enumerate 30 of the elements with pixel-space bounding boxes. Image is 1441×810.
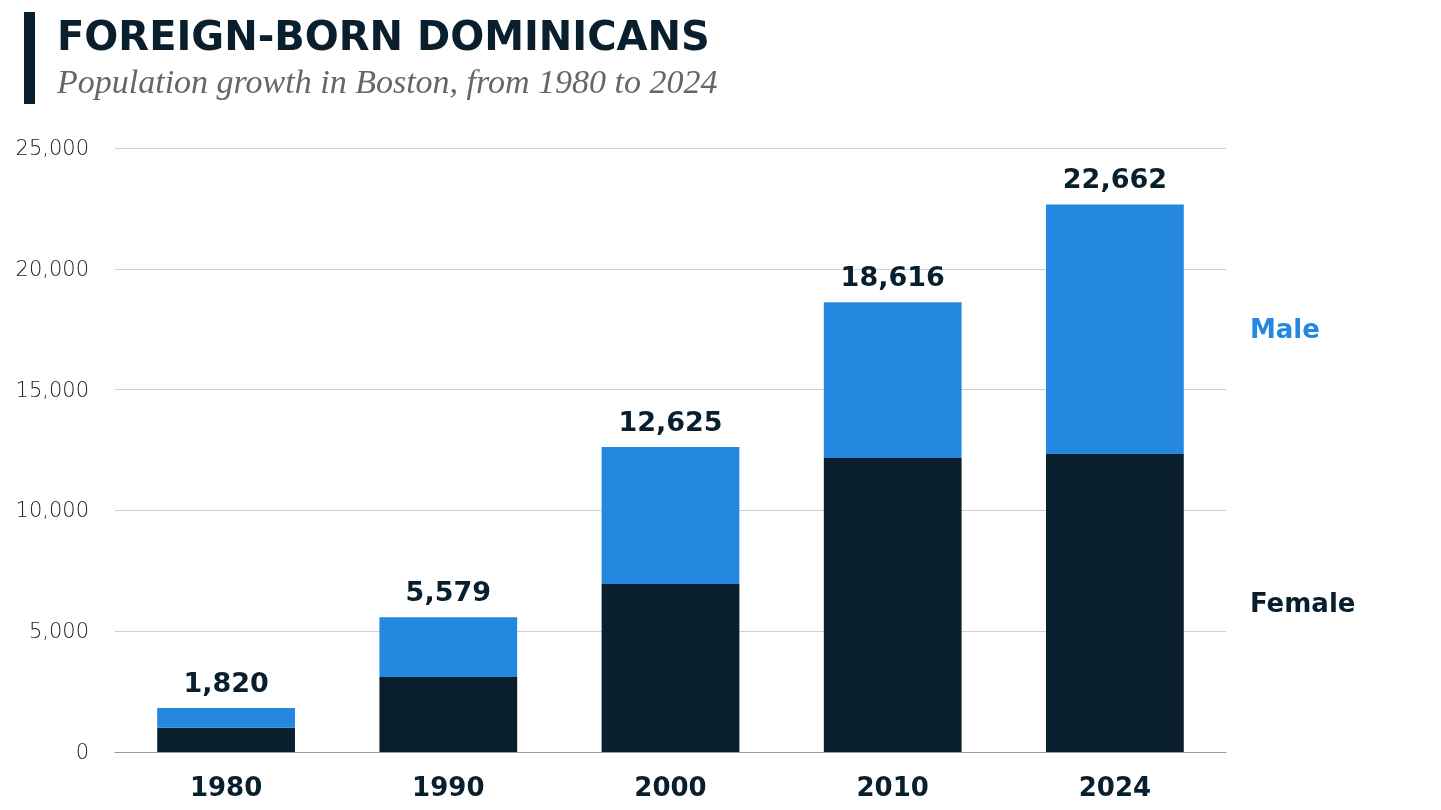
- bar: [601, 446, 740, 585]
- total-label: 22,662: [1062, 163, 1167, 195]
- bar: [379, 677, 518, 752]
- x-tick-label: 2010: [856, 772, 929, 802]
- x-tick-label: 2000: [634, 772, 707, 802]
- text: Male: [1249, 314, 1320, 345]
- total-label: 12,625: [618, 405, 723, 437]
- x-tick-label: 1990: [412, 772, 485, 802]
- y-tick-label: 15,000: [15, 377, 89, 402]
- y-tick-label: 25,000: [15, 136, 89, 160]
- bar: [1046, 454, 1184, 752]
- y-tick-label: 20,000: [15, 256, 89, 281]
- total-label: 5,579: [405, 576, 491, 608]
- chart-subtitle: Population growth in Boston, from 1980 to 2024: [57, 62, 718, 102]
- bar: [157, 708, 295, 728]
- x-tick-label: 1980: [189, 772, 263, 802]
- chart-title: FOREIGN-BORN DOMINICANS: [57, 12, 711, 60]
- bar: [157, 727, 295, 752]
- bar: [823, 457, 962, 752]
- bar: [823, 302, 962, 458]
- text: Female: [1249, 588, 1356, 619]
- bar: [379, 617, 518, 678]
- y-tick-label: 10,000: [15, 498, 89, 523]
- bar: [1046, 204, 1184, 455]
- total-label: 18,616: [840, 261, 945, 293]
- total-label: 1,820: [183, 667, 269, 699]
- bar: [601, 584, 740, 752]
- x-tick-label: 2024: [1078, 772, 1152, 802]
- y-tick-label: 0: [75, 740, 89, 764]
- y-tick-label: 5,000: [28, 619, 89, 644]
